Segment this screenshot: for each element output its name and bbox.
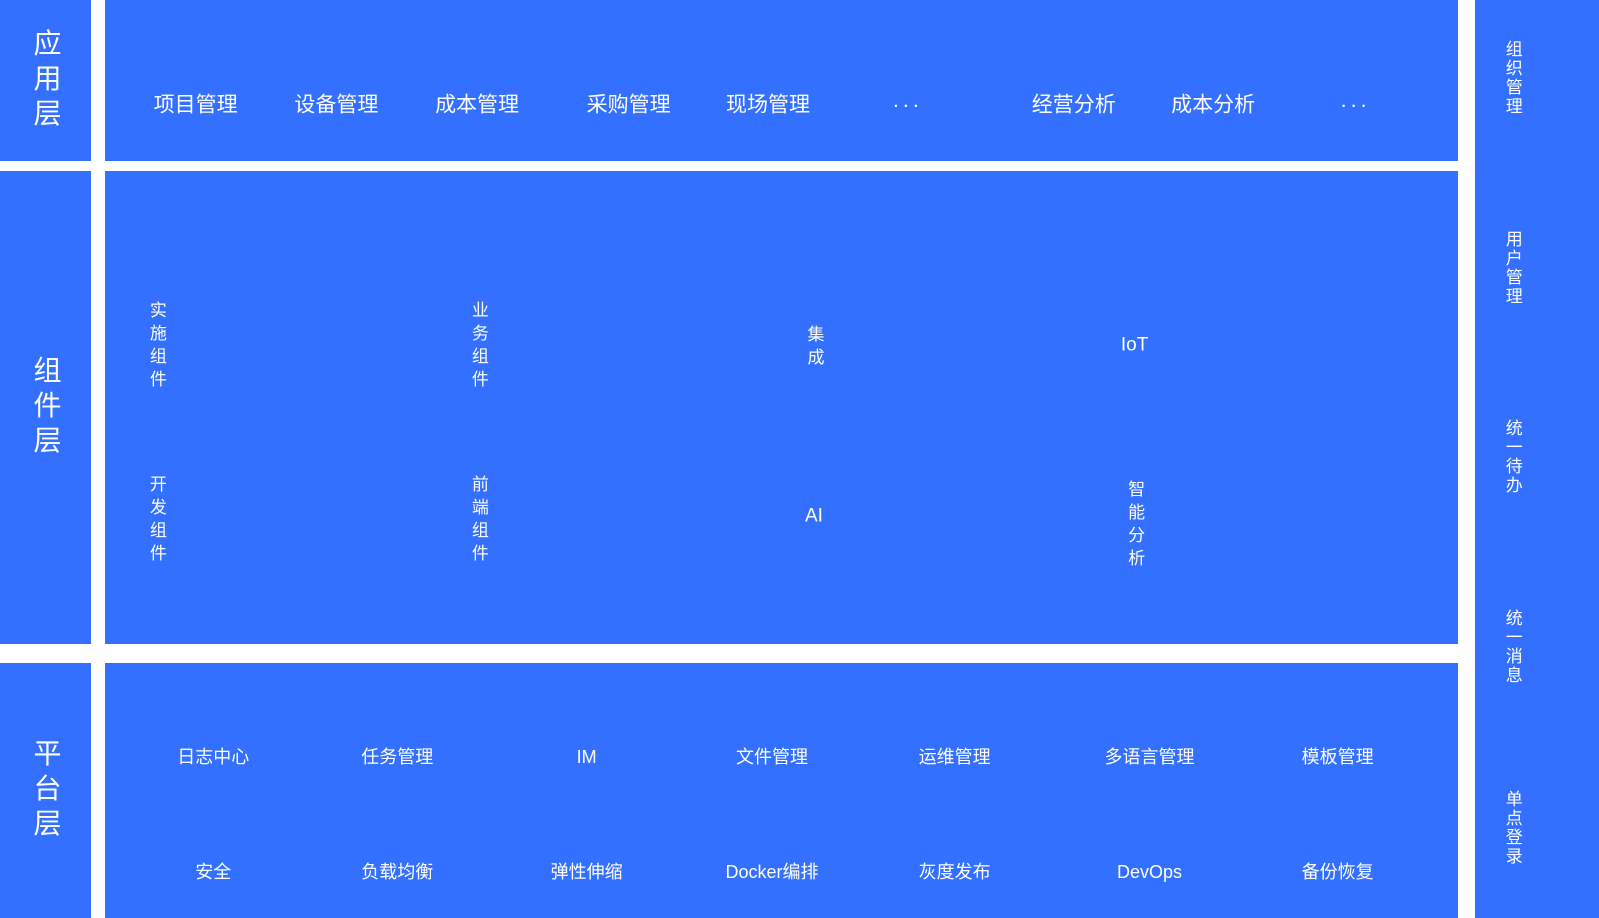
component-layer-item: AI — [804, 505, 823, 527]
platform-layer-item: 多语言管理 — [1104, 747, 1195, 768]
platform-layer-item: 任务管理 — [361, 747, 434, 768]
right-sidebar-item: 统一待办 — [1502, 419, 1522, 496]
right-sidebar-panel: 组织管理 用户管理 统一待办 统一消息 单点登录 — [1475, 0, 1599, 918]
component-layer-item: IoT — [1120, 334, 1149, 356]
app-layer-item: 设备管理 — [294, 93, 379, 117]
platform-layer-item: 模板管理 — [1301, 747, 1374, 768]
platform-layer-panel: 日志中心 任务管理 IM 文件管理 运维管理 多语言管理 模板管理 安全 负载均… — [105, 663, 1458, 918]
platform-layer-item: 文件管理 — [736, 747, 809, 768]
platform-layer-item: IM — [576, 747, 597, 768]
ellipsis-more-items: ··· — [892, 93, 923, 117]
component-layer-item: 实施组件 — [146, 300, 166, 393]
component-layer-item: 业务组件 — [468, 300, 488, 393]
app-layer-item: 项目管理 — [153, 93, 238, 117]
right-sidebar-item: 用户管理 — [1502, 230, 1522, 307]
component-layer-item: 前端组件 — [468, 475, 488, 568]
application-layer-title-block: 应用层 — [0, 0, 91, 161]
platform-layer-item: 运维管理 — [918, 747, 991, 768]
app-layer-item: 经营分析 — [1031, 93, 1116, 117]
platform-layer-item: DevOps — [1117, 862, 1183, 883]
component-layer-panel: 实施组件 业务组件 集成 IoT 开发组件 前端组件 AI 智能分析 — [105, 171, 1458, 644]
platform-layer-item: 负载均衡 — [361, 862, 434, 883]
component-layer-title: 组件层 — [30, 355, 62, 460]
app-layer-item: 成本分析 — [1171, 93, 1256, 117]
platform-layer-item: 弹性伸缩 — [550, 862, 623, 883]
component-layer-item: 集成 — [804, 325, 824, 372]
app-layer-item: 现场管理 — [725, 93, 810, 117]
right-sidebar-item: 统一消息 — [1502, 609, 1522, 686]
platform-layer-item: 日志中心 — [177, 747, 250, 768]
platform-layer-item: Docker编排 — [725, 862, 819, 883]
right-sidebar-item: 组织管理 — [1502, 40, 1522, 117]
right-sidebar-item: 单点登录 — [1502, 790, 1522, 867]
platform-layer-item: 安全 — [195, 862, 232, 883]
ellipsis-more-items: ··· — [1340, 93, 1371, 117]
platform-layer-title: 平台层 — [30, 738, 62, 843]
component-layer-title-block: 组件层 — [0, 171, 91, 644]
platform-layer-item: 备份恢复 — [1301, 862, 1374, 883]
app-layer-item: 成本管理 — [435, 93, 520, 117]
application-layer-title: 应用层 — [30, 28, 62, 133]
component-layer-item: 智能分析 — [1125, 479, 1145, 572]
application-layer-panel: 项目管理 设备管理 成本管理 采购管理 现场管理 ··· 经营分析 成本分析 ·… — [105, 0, 1458, 161]
component-layer-item: 开发组件 — [146, 475, 166, 568]
platform-layer-item: 灰度发布 — [918, 862, 991, 883]
platform-layer-title-block: 平台层 — [0, 663, 91, 918]
app-layer-item: 采购管理 — [586, 93, 671, 117]
